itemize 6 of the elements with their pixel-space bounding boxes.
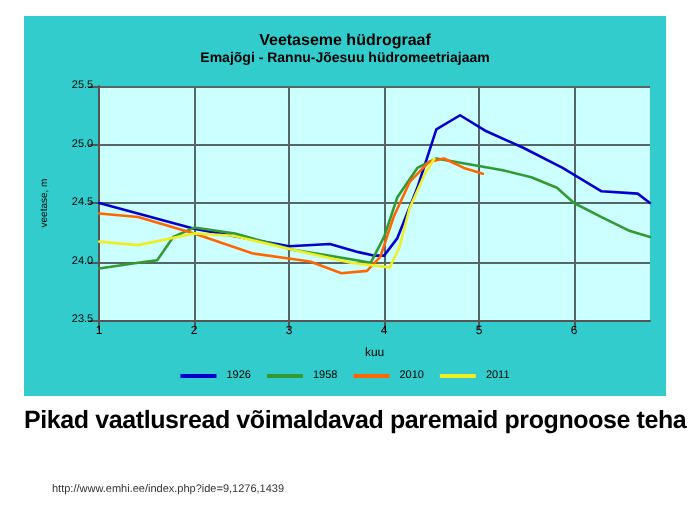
- chart-title: Veetaseme hüdrograaf: [259, 31, 432, 49]
- line-series: [97, 157, 485, 275]
- text: Pikad vaatlusread võimaldavad paremaid prognoose teha: [24, 406, 687, 434]
- line-series: [97, 157, 436, 269]
- line-series: [97, 113, 652, 257]
- line-series: [97, 157, 652, 270]
